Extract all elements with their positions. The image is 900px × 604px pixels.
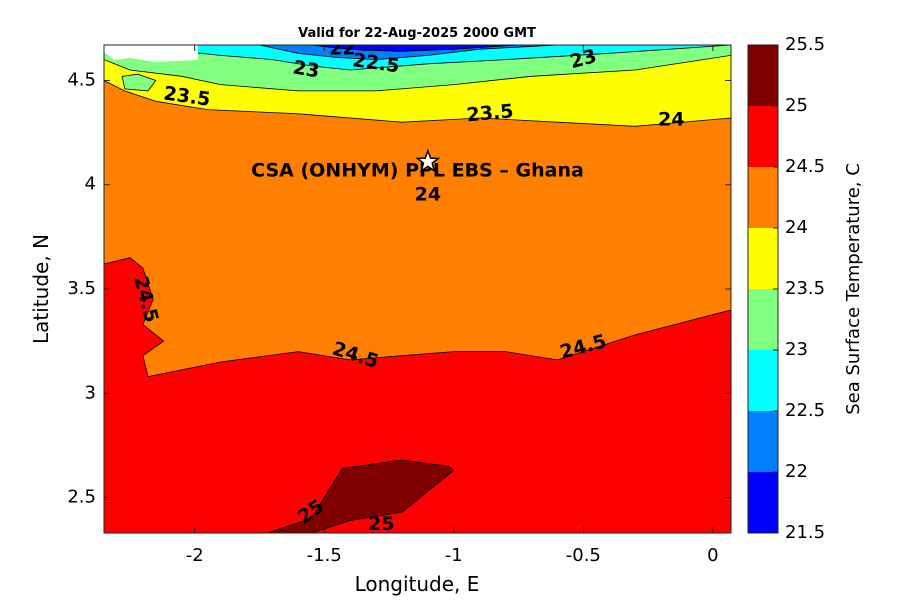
y-tick-label: 3 [85, 382, 96, 403]
y-tick-label: 3.5 [67, 278, 96, 299]
contour-label: 22 [329, 38, 355, 60]
colorbar-tick-label: 25.5 [785, 34, 825, 55]
no-data-patch [104, 45, 198, 62]
y-tick-label: 2.5 [67, 487, 96, 508]
colorbar-tick-label: 23.5 [785, 278, 825, 299]
colorbar-tick-label: 22 [785, 461, 808, 482]
colorbar-swatch [748, 289, 778, 350]
contour-region-23 [121, 73, 157, 92]
chart-title: Valid for 22-Aug-2025 2000 GMT [298, 26, 536, 41]
colorbar-swatch [748, 350, 778, 411]
x-axis-ticks: -2 -1.5 -1 -0.5 0 [186, 45, 719, 566]
x-tick-label: -2 [186, 545, 204, 566]
y-axis-label: Latitude, N [29, 234, 53, 344]
colorbar-swatch [748, 228, 778, 289]
x-axis-label: Longitude, E [355, 572, 480, 596]
contour-label: 23.5 [466, 100, 515, 126]
colorbar-swatch [748, 106, 778, 167]
y-tick-label: 4.5 [67, 69, 96, 90]
site-star-marker [415, 148, 441, 173]
colorbar-tick-label: 21.5 [785, 522, 825, 543]
x-tick-label: -0.5 [566, 545, 601, 566]
colorbar-swatch [748, 472, 778, 533]
colorbar-tick-label: 25 [785, 95, 808, 116]
colorbar-label: Sea Surface Temperature, C [843, 163, 864, 415]
y-axis-ticks: 2.5 3 3.5 4 4.5 [67, 69, 731, 508]
contour-fills [104, 45, 731, 533]
colorbar-tick-label: 23 [785, 339, 808, 360]
x-tick-label: 0 [707, 545, 718, 566]
colorbar-tick-label: 24 [785, 217, 808, 238]
colorbar: 21.5 22 22.5 23 23.5 24 24.5 25 25.5 [747, 34, 825, 543]
contour-label: 24 [658, 109, 684, 131]
contour-region-21-5 [311, 45, 519, 52]
x-tick-label: -1 [445, 545, 463, 566]
contour-label: 24 [415, 184, 441, 206]
colorbar-swatch [748, 411, 778, 472]
site-label: CSA (ONHYM) PPL EBS – Ghana [251, 159, 584, 181]
contour-label: 23 [291, 56, 321, 82]
contour-region-25 [267, 459, 455, 533]
x-tick-label: -1.5 [307, 545, 342, 566]
annotations: CSA (ONHYM) PPL EBS – Ghana [251, 148, 584, 181]
contour-region-24-5 [104, 257, 731, 533]
colorbar-swatch [748, 167, 778, 228]
y-tick-label: 4 [85, 174, 96, 195]
colorbar-tick-label: 22.5 [785, 400, 825, 421]
contour-label: 25 [368, 513, 394, 535]
colorbar-swatch [748, 45, 778, 106]
contour-region-22 [259, 45, 558, 61]
colorbar-tick-label: 24.5 [785, 156, 825, 177]
